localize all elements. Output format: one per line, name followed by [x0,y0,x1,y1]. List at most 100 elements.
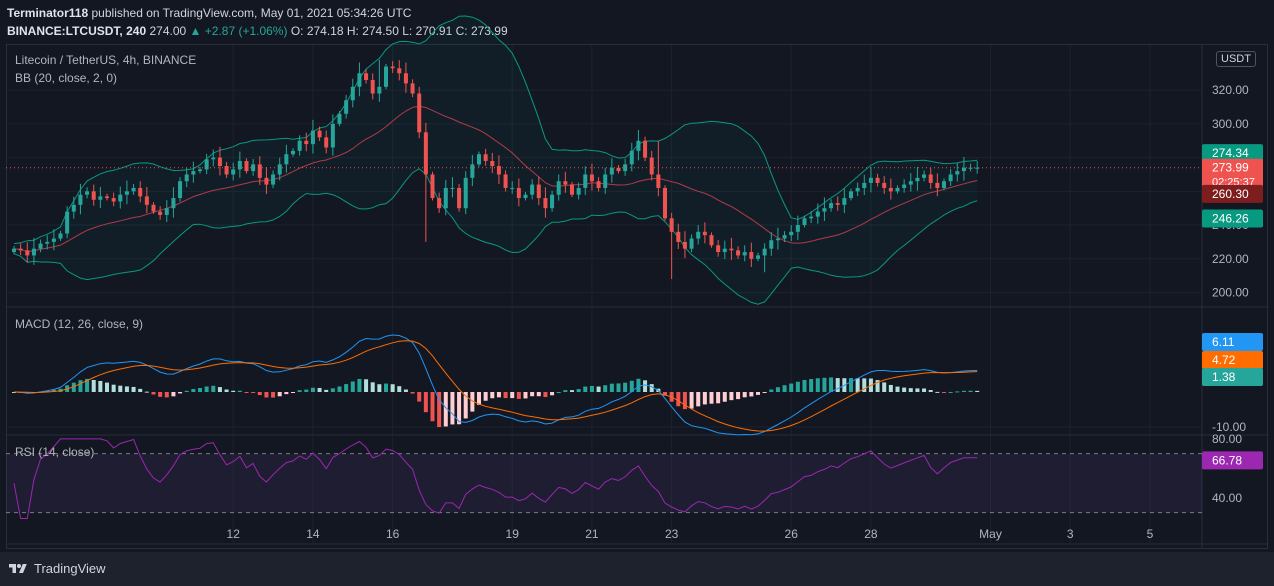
macd-histogram-bar [576,389,581,392]
candle-body [297,140,302,151]
time-tick-label: 16 [386,527,400,541]
macd-histogram-bar [410,392,415,394]
candle-body [377,86,382,94]
time-tick-label: 21 [585,527,599,541]
macd-histogram-bar [304,389,309,392]
macd-histogram-bar [104,382,110,392]
publish-info: Terminator118 published on TradingView.c… [7,6,411,20]
candle-body [98,196,103,200]
chart-header: Terminator118 published on TradingView.c… [0,0,1274,44]
currency-selector[interactable]: USDT [1216,51,1256,67]
macd-histogram-bar [151,392,156,395]
macd-histogram-bar [510,392,515,399]
time-tick-label: 28 [864,527,878,541]
candle-body [11,248,17,253]
macd-histogram-bar [184,390,189,392]
macd-histogram-bar [443,392,448,427]
candle-body [324,137,329,148]
macd-histogram-bar [596,386,601,392]
macd-histogram-bar [277,392,282,397]
candle-body [364,73,369,81]
candle-body [18,248,23,251]
time-tick-label: 14 [306,527,320,541]
macd-histogram-bar [450,392,455,425]
rsi-tick-label: 40.00 [1212,491,1242,505]
candle-body [231,169,236,175]
bb-lower-value-label: 246.26 [1212,212,1249,226]
candle-body [955,171,960,175]
rsi-value-label-bg [1202,451,1263,470]
macd-histogram-bar [848,378,854,392]
macd-histogram-bar [98,380,103,392]
publisher-name[interactable]: Terminator118 [7,6,89,20]
candle-body [417,93,422,133]
candle-body [795,225,800,232]
rsi-legend[interactable]: RSI (14, close) [15,445,95,459]
bb-legend[interactable]: BB (20, close, 2, 0) [15,71,118,85]
macd-histogram-bar [377,384,382,392]
candle-body [31,248,36,256]
macd-histogram-bar [211,385,216,392]
bb-basis-value-label: 260.30 [1212,187,1249,201]
candle-body [749,252,754,259]
candle-body [344,100,349,114]
candle-body [689,238,694,249]
macd-histogram-bar [709,392,714,404]
candle-body [523,194,528,199]
bb-lower-line [13,168,978,305]
macd-histogram-bar [702,392,707,405]
rsi-tick-label: 80.00 [1212,432,1242,446]
candle-body [696,231,701,239]
candle-body [383,66,389,87]
macd-histogram-bar [616,383,621,392]
macd-histogram-bar [290,392,296,393]
candle-body [669,218,674,232]
price-tick-label: 220.00 [1212,252,1249,266]
candle-body [191,171,196,175]
chart-frame [6,44,1268,549]
candle-body [277,164,282,175]
macd-histogram-bar [530,392,535,397]
candle-body [875,177,880,183]
macd-histogram-bar [915,388,920,392]
candle-body [596,181,601,188]
macd-histogram-bar [961,390,966,392]
candle-body [38,243,43,249]
candle-body [543,198,548,209]
macd-histogram-bar [383,383,389,392]
macd-histogram-bar [649,384,654,392]
macd-histogram-bar [324,389,329,392]
macd-histogram-bar [536,392,541,397]
macd-histogram-bar [251,392,256,393]
macd-histogram-bar [789,383,794,392]
tradingview-logo[interactable]: TradingView [8,561,106,576]
macd-legend[interactable]: MACD (12, 26, close, 9) [15,317,144,331]
macd-line [13,334,978,436]
macd-histogram-bar [178,392,183,394]
candle-body [204,159,209,170]
time-tick-label: May [979,527,1002,541]
macd-histogram-bar [158,392,163,397]
candle-body [662,187,668,219]
candle-body [922,174,927,178]
candle-body [164,208,169,215]
macd-histogram-bar [131,386,136,392]
macd-histogram-bar [124,386,129,392]
macd-histogram-bar [749,392,754,397]
candle-body [144,196,149,205]
histogram-value-label-bg [1202,368,1263,386]
candle-body [443,187,448,209]
macd-histogram-bar [975,390,980,392]
candle-body [251,164,256,172]
macd-histogram-bar [397,386,402,392]
macd-histogram-bar [364,379,369,392]
macd-histogram-bar [51,389,56,392]
macd-histogram-bar [583,386,588,392]
main-legend[interactable]: Litecoin / TetherUS, 4h, BINANCE [15,53,197,67]
macd-histogram-bar [237,390,242,392]
symbol-name: BINANCE:LTCUSDT, 240 [7,24,147,38]
candle-body [516,187,521,199]
candle-body [623,164,628,172]
macd-histogram-bar [908,388,913,392]
